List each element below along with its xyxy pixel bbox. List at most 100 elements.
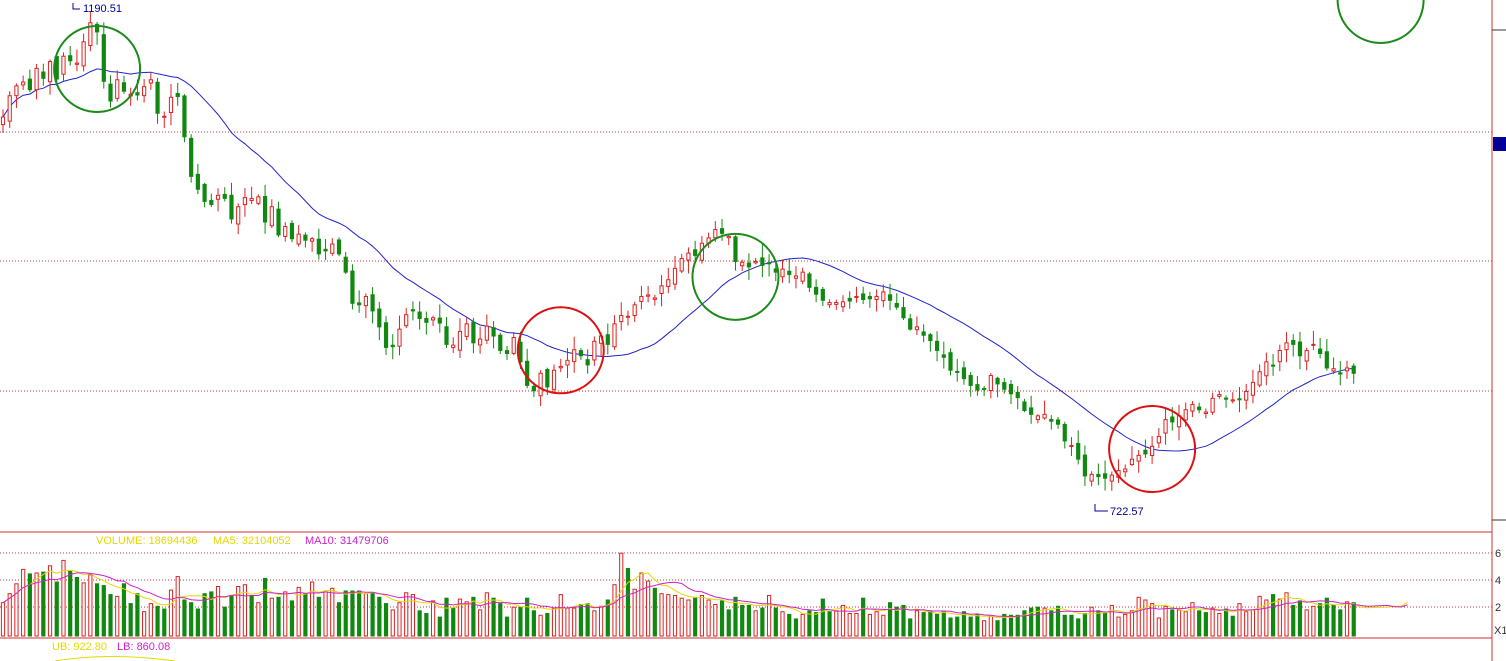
- candle-body: [202, 183, 207, 202]
- volume-bar: [632, 588, 637, 637]
- volume-bar: [108, 594, 113, 637]
- candle-body: [0, 116, 6, 126]
- candle-body: [135, 92, 140, 96]
- candle-body: [619, 314, 624, 323]
- candle-body: [1143, 449, 1148, 455]
- candle-body: [424, 317, 429, 323]
- volume-bar: [390, 609, 395, 637]
- candle-body: [894, 302, 899, 308]
- candle-body: [1183, 409, 1188, 421]
- volume-bar: [585, 603, 590, 637]
- volume-bar: [1136, 596, 1141, 637]
- candle-body: [1318, 348, 1323, 354]
- volume-bar: [531, 610, 536, 637]
- candle-body: [478, 338, 483, 346]
- candle-body: [242, 197, 248, 206]
- volume-bar: [874, 611, 879, 637]
- candle-body: [343, 256, 348, 273]
- highlight-circles: [53, 0, 1425, 494]
- volume-bar: [1102, 613, 1108, 637]
- candle-body: [155, 81, 160, 114]
- volume-ma5-label: MA5: 32104052: [213, 535, 291, 547]
- candle-body: [538, 372, 543, 397]
- ub-label: UB: 922.80: [52, 641, 107, 653]
- volume-bar: [128, 603, 133, 637]
- volume-bar: [1270, 594, 1276, 637]
- volume-bar: [558, 594, 563, 637]
- volume-bar: [21, 568, 26, 637]
- candle-body: [861, 293, 866, 301]
- highlight-circle: [1108, 405, 1197, 494]
- candle-body: [209, 200, 214, 205]
- candle-body: [928, 334, 933, 342]
- candle-body: [867, 296, 872, 300]
- volume-bar: [1318, 603, 1323, 637]
- candle-body: [726, 235, 731, 239]
- candle-body: [632, 304, 637, 317]
- volume-bar: [148, 603, 153, 637]
- high-label: 1190.51: [83, 3, 122, 15]
- moving-average-layer: [2, 68, 1354, 452]
- candle-body: [498, 334, 503, 351]
- candle-body: [558, 365, 563, 369]
- highlight-circle: [691, 232, 780, 321]
- candle-body: [1170, 416, 1175, 423]
- volume-bar: [336, 602, 342, 637]
- candle-body: [1008, 383, 1014, 395]
- volume-bar: [262, 577, 268, 637]
- volume-bar: [1331, 604, 1336, 637]
- volume-bar: [1183, 611, 1188, 637]
- volume-bar: [498, 603, 503, 637]
- candle-body: [800, 271, 805, 282]
- candle-body: [1102, 473, 1108, 479]
- volume-bar: [551, 607, 557, 637]
- volume-bar: [142, 611, 147, 637]
- volume-ma-lines: [2, 569, 1408, 619]
- candle-body: [827, 302, 832, 306]
- candle-body: [236, 206, 241, 225]
- candle-body: [1076, 442, 1081, 460]
- candle-body: [753, 261, 758, 264]
- volume-bar: [578, 604, 584, 637]
- volume-bar: [827, 611, 832, 637]
- candle-body: [14, 85, 19, 97]
- volume-bar: [47, 565, 53, 637]
- volume-bar: [135, 593, 140, 637]
- volume-bar: [283, 591, 288, 637]
- volume-bar: [840, 604, 846, 637]
- highlight-circle: [516, 306, 605, 395]
- candle-body: [249, 197, 254, 202]
- candle-body: [504, 350, 510, 354]
- candle-body: [256, 196, 261, 204]
- candle-body: [175, 92, 180, 98]
- candle-body: [1190, 403, 1195, 412]
- volume-bar: [1230, 615, 1235, 637]
- candle-body: [61, 55, 66, 75]
- volume-bar: [652, 587, 657, 637]
- volume-bar: [854, 613, 859, 637]
- volume-bar: [330, 587, 335, 637]
- volume-bar: [81, 582, 86, 637]
- candle-body: [646, 294, 651, 297]
- volume-bar: [1002, 613, 1007, 637]
- volume-bar: [706, 599, 711, 637]
- volume-bar: [572, 607, 577, 637]
- volume-bar: [766, 595, 772, 637]
- candle-body: [854, 295, 859, 298]
- candle-body: [881, 291, 886, 302]
- volume-bar: [478, 609, 483, 637]
- volume-bar: [222, 606, 227, 637]
- volume-bar: [988, 615, 993, 637]
- candle-body: [27, 78, 32, 91]
- highlight-circle: [1336, 0, 1425, 44]
- candle-body: [948, 352, 953, 371]
- candle-body: [1069, 444, 1074, 447]
- volume-bar: [1244, 611, 1249, 637]
- candle-body: [451, 344, 456, 349]
- volume-bar: [383, 603, 389, 637]
- volume-bar: [437, 616, 442, 637]
- candle-body: [1002, 382, 1007, 390]
- volume-bar: [565, 607, 570, 637]
- candle-body: [968, 374, 973, 386]
- volume-bar: [901, 604, 906, 637]
